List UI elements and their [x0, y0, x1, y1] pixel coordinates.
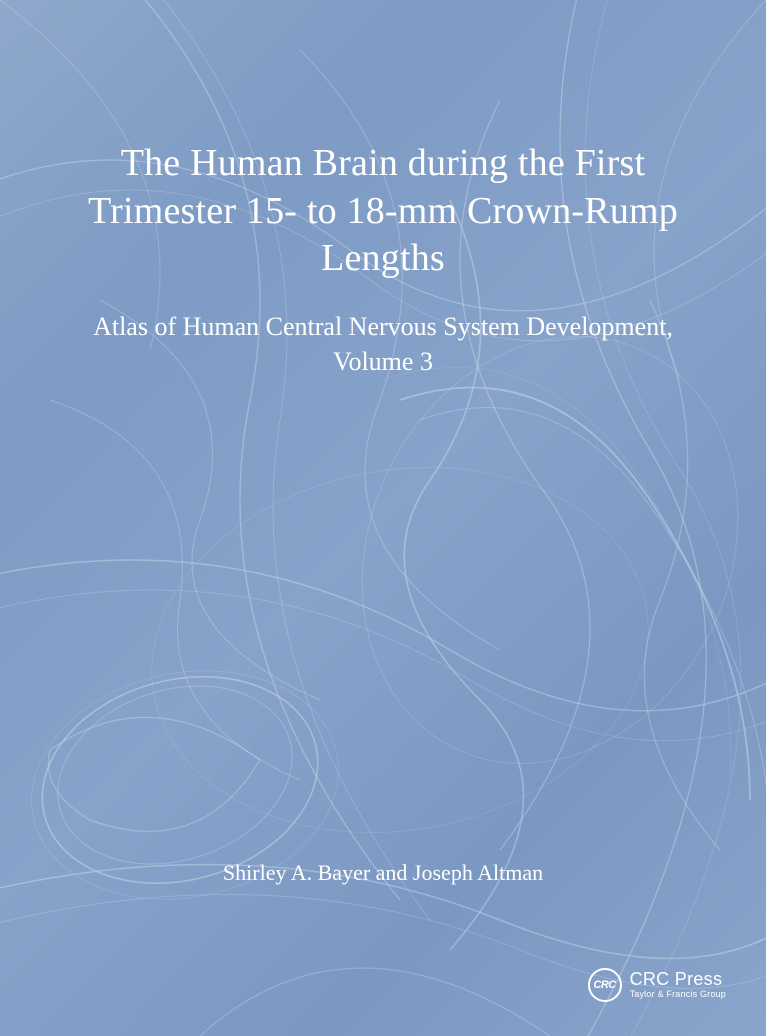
authors: Shirley A. Bayer and Joseph Altman — [0, 860, 766, 886]
book-subtitle: Atlas of Human Central Nervous System De… — [60, 309, 706, 379]
publisher-tagline: Taylor & Francis Group — [630, 990, 726, 1000]
title-block: The Human Brain during the First Trimest… — [60, 140, 706, 379]
book-title: The Human Brain during the First Trimest… — [60, 140, 706, 283]
publisher-block: CRC CRC Press Taylor & Francis Group — [588, 968, 726, 1002]
publisher-text: CRC Press Taylor & Francis Group — [630, 970, 726, 1000]
publisher-name: CRC Press — [630, 970, 726, 990]
crc-badge-icon: CRC — [588, 968, 622, 1002]
book-cover: The Human Brain during the First Trimest… — [0, 0, 766, 1036]
